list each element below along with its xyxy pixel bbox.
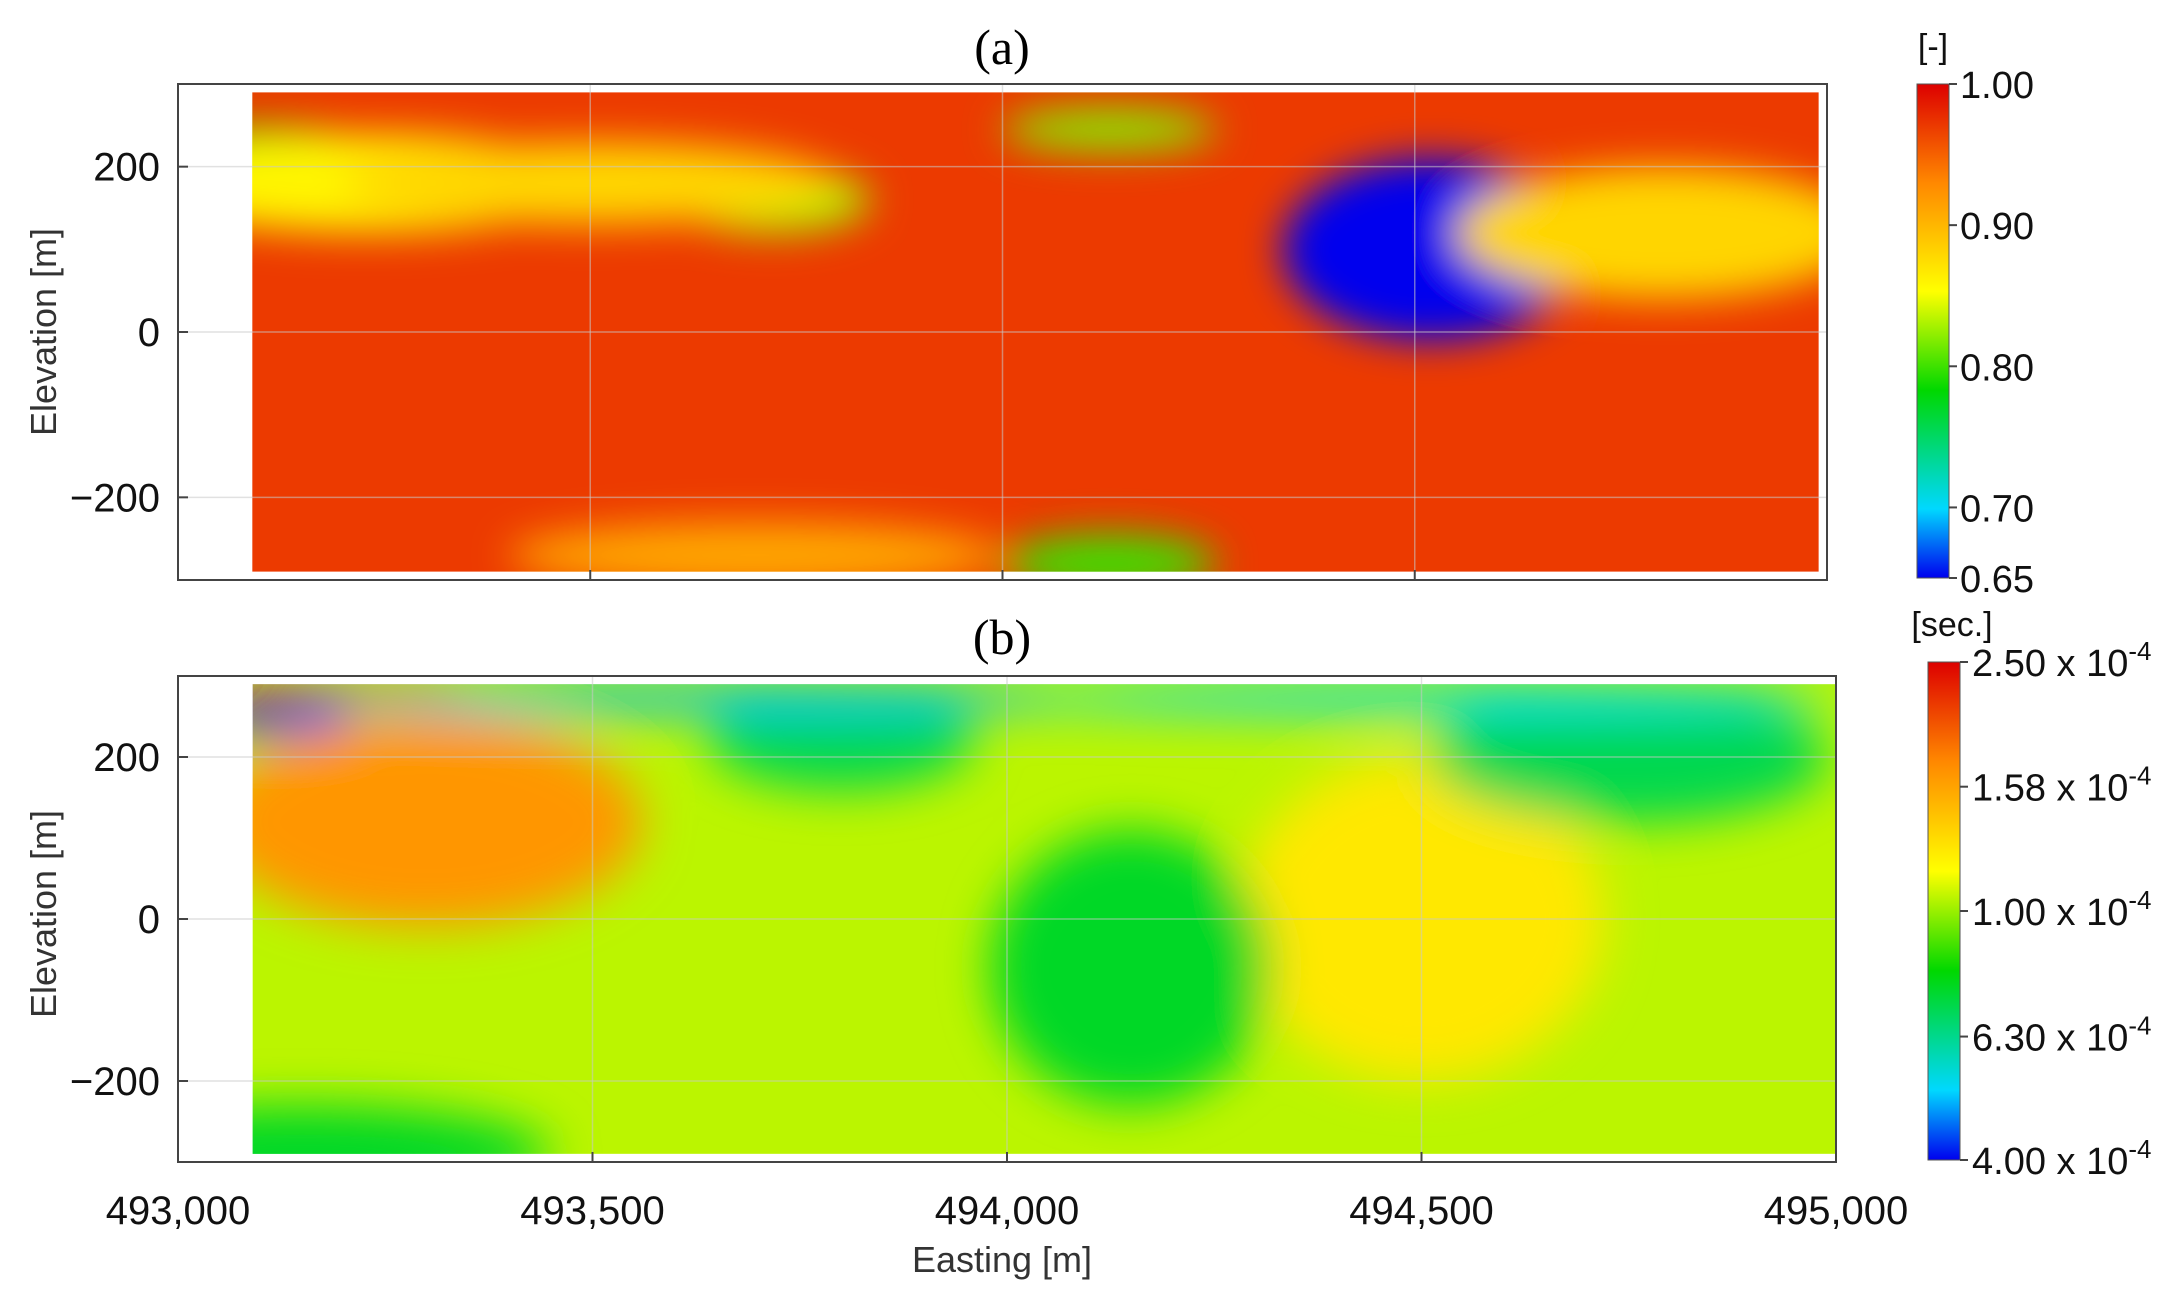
panel-b-field: [178, 676, 1836, 1162]
field-feature-5: [1002, 534, 1217, 580]
panel-b-y-ticks: 200 0 −200: [70, 736, 188, 1104]
x-tick-label: 493,000: [106, 1189, 251, 1233]
panel-b-y-axis-label: Elevation [m]: [23, 810, 64, 1018]
field-feature-8: [507, 522, 1003, 580]
panel-a: (a) 200 0 −200 Elevation [m]: [23, 19, 1828, 581]
panel-a-title: (a): [974, 19, 1030, 75]
panel-b-title: (b): [973, 609, 1031, 665]
colorbar-b: [sec.] 2.50 x 10-4 1.58 x 10-4 1.00 x 10-4…: [1911, 606, 2151, 1183]
colorbar-tick-label: 4.00 x 10-4: [1972, 1134, 2151, 1183]
y-tick-label: 0: [138, 898, 160, 942]
x-tick-label: 494,000: [935, 1189, 1080, 1233]
colorbar-a-scale: [1916, 83, 1950, 579]
colorbar-tick-label: 0.65: [1960, 559, 2034, 601]
field-feature-3: [178, 1105, 551, 1162]
panel-b-x-ticks: 493,000 493,500 494,000 494,500 495,000: [106, 1152, 1909, 1233]
x-tick-label: 493,500: [520, 1189, 665, 1233]
y-tick-label: 0: [138, 311, 160, 355]
panel-a-y-axis-label: Elevation [m]: [23, 228, 64, 436]
colorbar-tick-label: 2.50 x 10-4: [1972, 636, 2151, 685]
colorbar-a-ticks: 1.00 0.90 0.80 0.70 0.65: [1949, 65, 2034, 601]
colorbar-tick-label: 0.90: [1960, 206, 2034, 248]
y-tick-label: −200: [70, 1060, 160, 1104]
field-blobs: [178, 108, 1827, 580]
y-tick-label: 200: [93, 146, 160, 190]
colorbar-tick-label: 0.80: [1960, 347, 2034, 389]
x-tick-label: 495,000: [1764, 1189, 1909, 1233]
colorbar-b-scale: [1927, 661, 1961, 1161]
colorbar-b-unit: [sec.]: [1911, 606, 1992, 644]
panel-a-x-ticks: [177, 570, 1828, 580]
colorbar-a: [-] 1.00 0.90 0.80 0.70 0.65: [1916, 28, 2034, 601]
field-feature-2: [990, 829, 1273, 1106]
y-tick-label: 200: [93, 736, 160, 780]
field-feature-5: [708, 692, 974, 790]
colorbar-tick-label: 0.70: [1960, 488, 2034, 530]
panel-b: (b) 200 0 −200 493,000 493,500 494,000 494,50…: [23, 609, 1908, 1280]
field-feature-7: [1456, 166, 1827, 299]
field-feature-4: [1002, 108, 1217, 151]
colorbar-tick-label: 6.30 x 10-4: [1972, 1011, 2151, 1060]
field-feature-0: [211, 716, 643, 928]
panel-b-x-axis-label: Easting [m]: [912, 1239, 1092, 1280]
x-tick-label: 494,500: [1349, 1189, 1494, 1233]
colorbar-tick-label: 1.58 x 10-4: [1972, 761, 2151, 810]
panel-a-y-ticks: 200 0 −200: [70, 146, 188, 520]
colorbar-tick-label: 1.00: [1960, 65, 2034, 107]
panel-a-field: [178, 84, 1827, 580]
colorbar-b-ticks: 2.50 x 10-4 1.58 x 10-4 1.00 x 10-4 6.30 x …: [1960, 636, 2151, 1183]
colorbar-tick-label: 1.00 x 10-4: [1972, 885, 2151, 934]
field-feature-7: [302, 684, 1132, 714]
y-tick-label: −200: [70, 476, 160, 520]
colorbar-a-unit: [-]: [1918, 28, 1948, 66]
